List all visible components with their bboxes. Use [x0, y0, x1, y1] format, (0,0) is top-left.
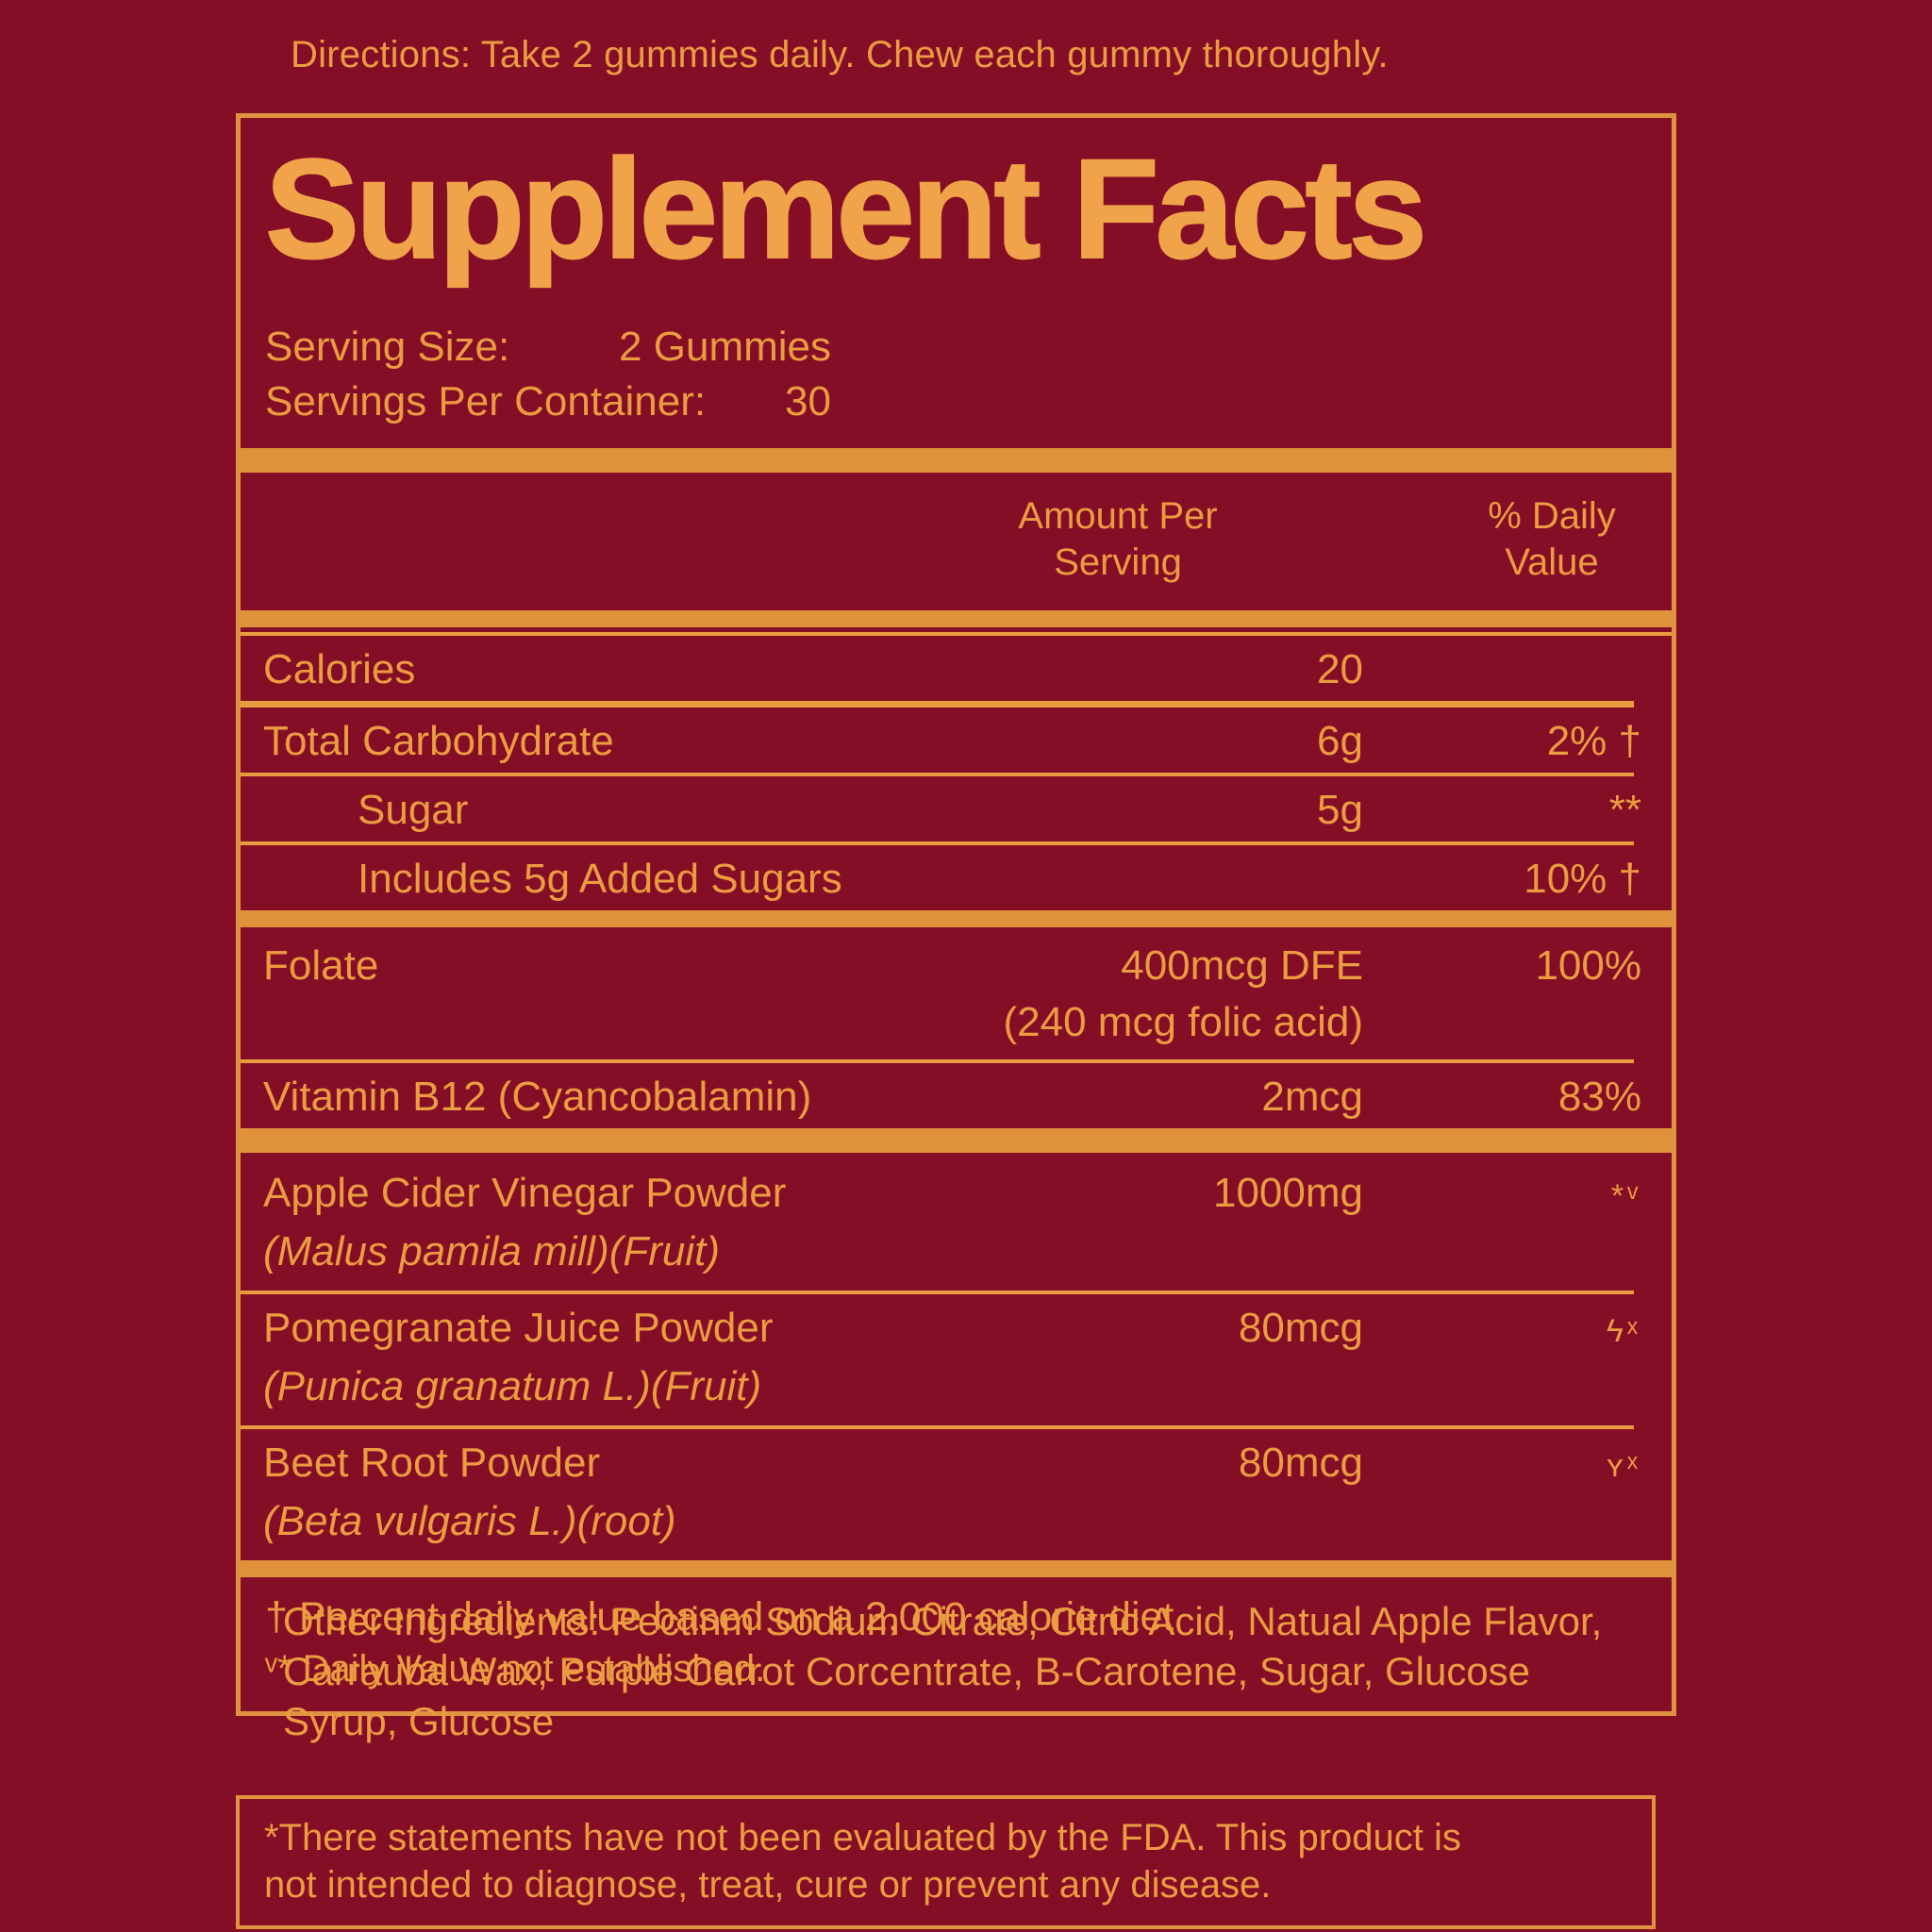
- other-ingredients-line: Carrauba Wax, Purple Carrot Corcentrate,…: [283, 1649, 1531, 1693]
- divider-rule: [241, 773, 1634, 776]
- nutrient-name: Apple Cider Vinegar Powder: [263, 1170, 787, 1216]
- nutrient-sub-amount: (240 mcg folic acid): [1003, 999, 1363, 1045]
- nutrient-row-carbohydrate: Total Carbohydrate 6g 2% †: [241, 708, 1672, 773]
- nutrient-dv-symbol: *ᵛ: [1610, 1178, 1641, 1214]
- nutrient-amount: 80mcg: [1238, 1440, 1363, 1486]
- panel-header: Supplement Facts Serving Size: 2 Gummies…: [241, 118, 1672, 448]
- nutrient-row-pomegranate: Pomegranate Juice Powder 80mcg ϟˣ: [241, 1294, 1672, 1359]
- serving-info: Serving Size: 2 Gummies Servings Per Con…: [265, 324, 1647, 433]
- vitamin-section: Folate 400mcg DFE 100% (240 mcg folic ac…: [241, 927, 1672, 1128]
- nutrient-amount: 20: [1317, 646, 1363, 692]
- nutrient-row-sugar: Sugar 5g **: [241, 776, 1672, 841]
- nutrient-name: Calories: [263, 646, 416, 692]
- servings-per-container-row: Servings Per Container: 30: [265, 378, 1647, 433]
- nutrient-dv: 83%: [1557, 1074, 1641, 1120]
- other-ingredients: Other Ingredients: Pectinm Sodium Citrat…: [283, 1596, 1689, 1746]
- divider-rule: [241, 1059, 1634, 1063]
- nutrient-row-apple-cider-vinegar: Apple Cider Vinegar Powder 1000mg *ᵛ: [241, 1153, 1672, 1224]
- nutrient-amount: 1000mg: [1212, 1170, 1363, 1216]
- other-ingredients-line: Syrup, Glucose: [283, 1699, 555, 1743]
- supplement-facts-panel: Supplement Facts Serving Size: 2 Gummies…: [236, 113, 1676, 1716]
- nutrient-row-b12: Vitamin B12 (Cyancobalamin) 2mcg 83%: [241, 1063, 1672, 1128]
- nutrient-dv: 10% †: [1524, 856, 1641, 902]
- latin-name-row: (Punica granatum L.)(Fruit): [263, 1363, 762, 1409]
- spacer: [1363, 999, 1641, 1046]
- fda-disclaimer-line: *There statements have not been evaluate…: [264, 1817, 1461, 1858]
- separator-band: [241, 910, 1672, 927]
- botanical-section: Apple Cider Vinegar Powder 1000mg *ᵛ (Ma…: [241, 1153, 1672, 1560]
- nutrient-name: Folate: [263, 942, 379, 989]
- nutrient-dv-symbol: ʏˣ: [1607, 1448, 1641, 1484]
- nutrient-row-added-sugars: Includes 5g Added Sugars 10% †: [241, 845, 1672, 910]
- separator-band: [241, 610, 1672, 627]
- nutrient-row-folate: Folate 400mcg DFE 100%: [241, 927, 1672, 997]
- nutrient-amount: 5g: [1317, 787, 1363, 833]
- divider-rule: [241, 701, 1634, 708]
- fda-disclaimer-box: *There statements have not been evaluate…: [236, 1795, 1656, 1929]
- nutrient-name: Includes 5g Added Sugars: [358, 856, 842, 902]
- directions-text: Directions: Take 2 gummies daily. Chew e…: [291, 34, 1389, 75]
- nutrient-amount: 6g: [1317, 718, 1363, 764]
- amount-per-serving-header: Amount Per Serving: [1018, 495, 1218, 583]
- separator-band: [241, 448, 1672, 473]
- nutrient-name: Beet Root Powder: [263, 1440, 601, 1486]
- serving-size-label: Serving Size:: [265, 324, 510, 370]
- nutrient-amount: 400mcg DFE: [1121, 942, 1363, 989]
- latin-name-row: (Beta vulgaris L.)(root): [263, 1498, 676, 1544]
- nutrient-subrow-folic-acid: (240 mcg folic acid): [241, 997, 1672, 1059]
- nutrient-row-beet-root: Beet Root Powder 80mcg ʏˣ: [241, 1429, 1672, 1494]
- daily-value-header: % Daily Value: [1488, 495, 1616, 583]
- nutrient-dv-symbol: ϟˣ: [1606, 1313, 1641, 1349]
- panel-title: Supplement Facts: [264, 129, 1428, 288]
- nutrient-name: Vitamin B12 (Cyancobalamin): [263, 1074, 812, 1120]
- divider-rule: [241, 1425, 1634, 1429]
- column-headers: Amount Per Serving % Daily Value: [241, 473, 1672, 610]
- footnotes: † Percent daily value based on a 2,000 c…: [241, 1577, 1672, 1711]
- nutrient-name: Pomegranate Juice Powder: [263, 1305, 774, 1351]
- latin-name-row: (Malus pamila mill)(Fruit): [263, 1228, 721, 1274]
- divider-rule: [241, 841, 1634, 845]
- separator-band: [241, 1560, 1672, 1577]
- servings-per-container-label: Servings Per Container:: [265, 378, 707, 425]
- other-ingredients-line: Other Ingredients: Pectinm Sodium Citrat…: [283, 1599, 1603, 1643]
- serving-size-row: Serving Size: 2 Gummies: [265, 324, 1647, 378]
- nutrient-dv: 100%: [1535, 942, 1641, 989]
- nutrient-row-calories: Calories 20: [241, 636, 1672, 701]
- footnote-daily-value: † Percent daily value based on a 2,000 c…: [265, 1594, 1174, 1640]
- nutrient-amount: 2mcg: [1261, 1074, 1363, 1120]
- divider-rule: [241, 632, 1672, 636]
- divider-rule: [241, 1291, 1634, 1294]
- nutrient-dv: **: [1608, 787, 1641, 833]
- separator-band: [241, 1128, 1672, 1153]
- serving-size-value: 2 Gummies: [619, 324, 831, 370]
- macro-section: Calories 20 Total Carbohydrate 6g 2% † S…: [241, 636, 1672, 910]
- nutrient-name: Total Carbohydrate: [263, 718, 614, 764]
- fda-disclaimer-line: not intended to diagnose, treat, cure or…: [264, 1864, 1272, 1906]
- nutrient-amount: 80mcg: [1238, 1305, 1363, 1351]
- nutrient-dv: 2% †: [1546, 718, 1641, 764]
- footnote-not-established: ᵛ* Daily Value not established.: [265, 1648, 766, 1690]
- nutrient-name: Sugar: [358, 787, 469, 833]
- servings-per-container-value: 30: [785, 378, 831, 425]
